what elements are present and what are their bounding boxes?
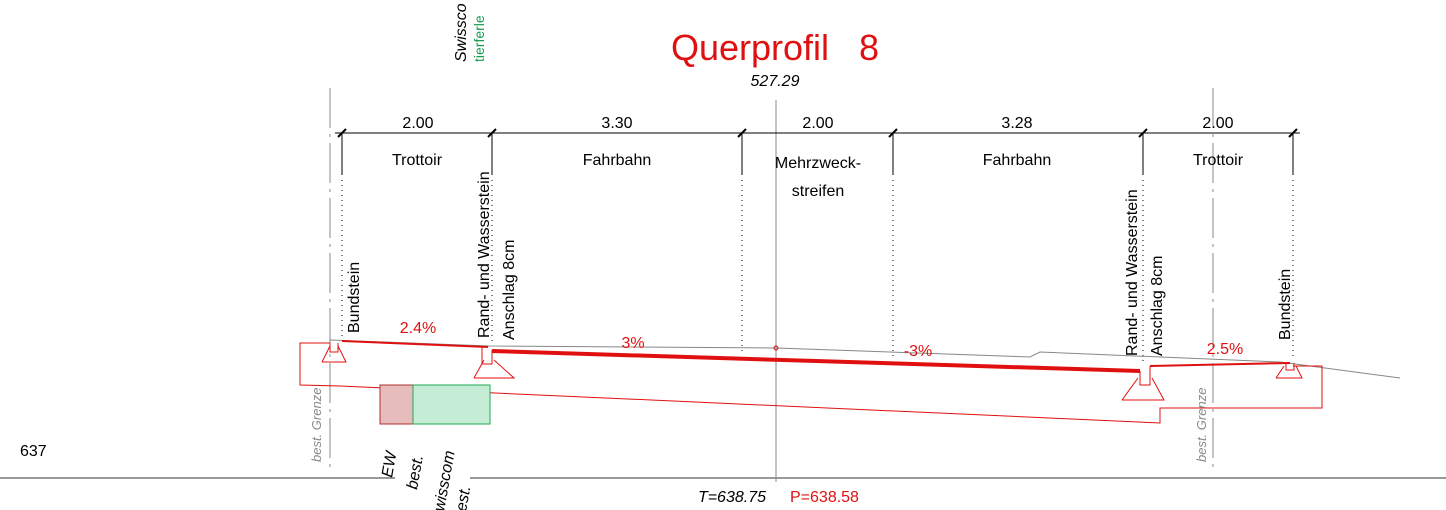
reference-height: 637 (20, 443, 47, 460)
boundary: best. Grenze (309, 388, 324, 462)
element-label: Rand- und Wasserstein (1124, 189, 1141, 356)
dim-width: 3.30 (601, 115, 632, 132)
element-label: Anschlag 8cm (501, 240, 518, 341)
pipe-label: est. (453, 484, 474, 510)
slope: -3% (904, 343, 932, 360)
element-label: Bundstein (1277, 269, 1294, 340)
title: Querprofil 8 (671, 27, 879, 68)
dim-label: streifen (792, 183, 844, 200)
station: 527.29 (751, 73, 800, 90)
element-labels: Bundstein Rand- und Wasserstein Anschlag… (346, 171, 1294, 356)
dim-label: Mehrzweck- (775, 155, 861, 172)
slope: 2.4% (400, 320, 436, 337)
dim-width: 3.28 (1001, 115, 1032, 132)
element-label: Rand- und Wasserstein (476, 171, 493, 338)
dim-label: Fahrbahn (583, 152, 652, 169)
boundary: best. Grenze (1194, 388, 1209, 462)
element-label: Anschlag 8cm (1149, 256, 1166, 357)
drawing-lines (0, 88, 1446, 482)
slope: 2.5% (1207, 341, 1243, 358)
project-height: P=638.58 (790, 489, 859, 506)
dim-label: Trottoir (392, 152, 443, 169)
dim-width: 2.00 (802, 115, 833, 132)
terrain-height: T=638.75 (698, 489, 766, 506)
dim-width: 2.00 (402, 115, 433, 132)
dim-width: 2.00 (1202, 115, 1233, 132)
pipe-label: best. (404, 454, 427, 491)
dimensions: 2.00 3.30 2.00 3.28 2.00 Trottoir Fahrba… (392, 115, 1244, 200)
pipe-label: EW (379, 448, 401, 478)
top-note: tierferle (471, 15, 487, 62)
dim-label: Trottoir (1193, 152, 1244, 169)
slope: 3% (621, 335, 644, 352)
top-note: Swissco (453, 3, 470, 62)
dim-label: Fahrbahn (983, 152, 1052, 169)
element-label: Bundstein (346, 262, 363, 333)
